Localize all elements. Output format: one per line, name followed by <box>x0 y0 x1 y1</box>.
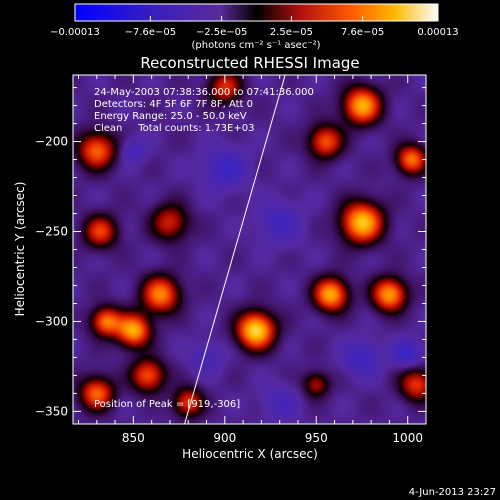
x-axis-label: Heliocentric X (arcsec) <box>182 447 318 461</box>
colorbar-tick-label: −2.5e−05 <box>196 27 248 38</box>
colorbar-tick-label: −7.6e−05 <box>125 27 177 38</box>
x-tick-label: 1000 <box>392 431 423 445</box>
annotation-clean-counts: Clean Total counts: 1.73E+03 <box>94 123 254 134</box>
peak-position-label: Position of Peak = [919,-306] <box>94 399 240 410</box>
chart-title: Reconstructed RHESSI Image <box>140 54 359 72</box>
x-tick-label: 850 <box>122 431 145 445</box>
annotation-detectors: Detectors: 4F 5F 6F 7F 8F, Att 0 <box>94 99 253 110</box>
annotation-energy-range: Energy Range: 25.0 - 50.0 keV <box>94 111 247 122</box>
x-axis-ticks: 850 900 950 1000 <box>77 75 427 445</box>
y-tick-label: −300 <box>35 314 68 328</box>
y-tick-label: −350 <box>35 404 68 418</box>
colorbar-tick-label: 7.6e−05 <box>341 27 384 38</box>
limb-line <box>184 75 286 424</box>
x-tick-label: 900 <box>213 431 236 445</box>
observation-annotations: 24-May-2003 07:38:36.000 to 07:41:36.000… <box>94 87 314 134</box>
y-axis-ticks: −200 −250 −300 −350 <box>35 87 426 418</box>
colorbar-units-label: (photons cm⁻² s⁻¹ asec⁻²) <box>191 40 320 51</box>
colorbar-tick-label: 0.00013 <box>417 27 458 38</box>
y-tick-label: −200 <box>35 135 68 149</box>
colorbar-ticks: −0.00013 −7.6e−05 −2.5e−05 2.5e−05 7.6e−05 0.… <box>50 16 459 38</box>
colorbar-tick-label: 2.5e−05 <box>270 27 313 38</box>
annotation-time-range: 24-May-2003 07:38:36.000 to 07:41:36.000 <box>94 87 314 98</box>
y-axis-label: Heliocentric Y (arcsec) <box>13 182 27 317</box>
colorbar-tick-label: −0.00013 <box>50 27 100 38</box>
heatmap-image <box>73 75 426 424</box>
y-tick-label: −250 <box>35 225 68 239</box>
colorbar <box>74 3 439 22</box>
footer-timestamp: 4-Jun-2013 23:27 <box>409 487 496 498</box>
x-tick-label: 950 <box>305 431 328 445</box>
heatmap-raster <box>73 75 426 424</box>
